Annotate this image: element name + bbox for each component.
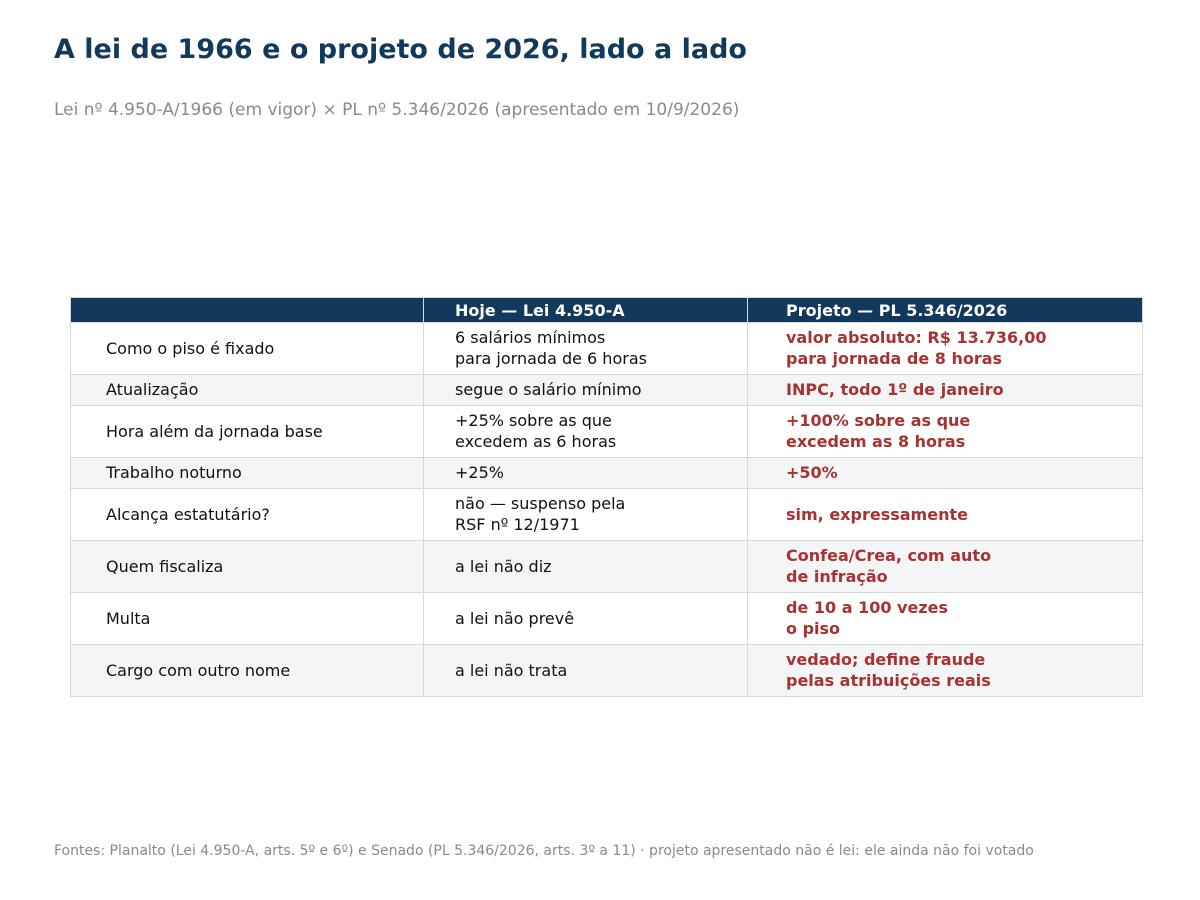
row-aspect-text: Trabalho noturno xyxy=(106,463,242,482)
row-proposed-text: sim, expressamente xyxy=(786,504,968,524)
row-current: a lei não prevê xyxy=(423,592,748,645)
row-proposed-text: Confea/Crea, com auto de infração xyxy=(786,546,992,586)
table-row: Atualização segue o salário mínimo INPC,… xyxy=(70,374,1143,406)
comparison-table: Hoje — Lei 4.950-A Projeto — PL 5.346/20… xyxy=(70,297,1143,697)
row-current-text: +25% xyxy=(455,463,504,482)
header-current-law: Hoje — Lei 4.950-A xyxy=(423,297,748,323)
row-current-text: 6 salários mínimos para jornada de 6 hor… xyxy=(455,328,647,368)
row-current: não — suspenso pela RSF nº 12/1971 xyxy=(423,488,748,541)
page-title: A lei de 1966 e o projeto de 2026, lado … xyxy=(54,34,747,65)
row-proposed-text: +50% xyxy=(786,463,838,482)
table-row: Hora além da jornada base +25% sobre as … xyxy=(70,405,1143,458)
row-aspect: Trabalho noturno xyxy=(70,457,424,489)
header-proposed-bill: Projeto — PL 5.346/2026 xyxy=(747,297,1143,323)
row-aspect: Como o piso é fixado xyxy=(70,322,424,375)
row-proposed-text: vedado; define fraude pelas atribuições … xyxy=(786,650,991,690)
source-footnote: Fontes: Planalto (Lei 4.950-A, arts. 5º … xyxy=(54,843,1034,859)
row-aspect: Multa xyxy=(70,592,424,645)
row-proposed: Confea/Crea, com auto de infração xyxy=(747,540,1143,593)
row-current: 6 salários mínimos para jornada de 6 hor… xyxy=(423,322,748,375)
row-current-text: a lei não prevê xyxy=(455,608,575,628)
row-proposed: vedado; define fraude pelas atribuições … xyxy=(747,644,1143,697)
row-current: +25% xyxy=(423,457,748,489)
row-aspect-text: Quem fiscaliza xyxy=(106,556,224,576)
row-current-text: a lei não diz xyxy=(455,556,552,576)
page-subtitle: Lei nº 4.950-A/1966 (em vigor) × PL nº 5… xyxy=(54,100,740,120)
row-aspect-text: Hora além da jornada base xyxy=(106,421,323,441)
row-current: +25% sobre as que excedem as 6 horas xyxy=(423,405,748,458)
row-aspect: Alcança estatutário? xyxy=(70,488,424,541)
row-proposed: +50% xyxy=(747,457,1143,489)
row-proposed: de 10 a 100 vezes o piso xyxy=(747,592,1143,645)
row-aspect: Hora além da jornada base xyxy=(70,405,424,458)
row-aspect: Cargo com outro nome xyxy=(70,644,424,697)
table-row: Alcança estatutário? não — suspenso pela… xyxy=(70,488,1143,541)
row-current: segue o salário mínimo xyxy=(423,374,748,406)
table-header-row: Hoje — Lei 4.950-A Projeto — PL 5.346/20… xyxy=(70,297,1143,323)
row-proposed-text: INPC, todo 1º de janeiro xyxy=(786,380,1004,399)
row-aspect: Quem fiscaliza xyxy=(70,540,424,593)
row-aspect-text: Como o piso é fixado xyxy=(106,338,275,358)
row-current: a lei não trata xyxy=(423,644,748,697)
row-current-text: não — suspenso pela RSF nº 12/1971 xyxy=(455,494,626,534)
row-proposed-text: valor absoluto: R$ 13.736,00 para jornad… xyxy=(786,328,1047,368)
table-row: Trabalho noturno +25% +50% xyxy=(70,457,1143,489)
header-aspect xyxy=(70,297,424,323)
row-proposed-text: de 10 a 100 vezes o piso xyxy=(786,598,949,638)
table-row: Cargo com outro nome a lei não trata ved… xyxy=(70,644,1143,697)
row-proposed-text: +100% sobre as que excedem as 8 horas xyxy=(786,411,971,451)
row-current-text: +25% sobre as que excedem as 6 horas xyxy=(455,411,617,451)
row-aspect-text: Multa xyxy=(106,608,151,628)
row-proposed: valor absoluto: R$ 13.736,00 para jornad… xyxy=(747,322,1143,375)
row-proposed: +100% sobre as que excedem as 8 horas xyxy=(747,405,1143,458)
row-aspect-text: Cargo com outro nome xyxy=(106,660,291,680)
table-row: Quem fiscaliza a lei não diz Confea/Crea… xyxy=(70,540,1143,593)
row-proposed: sim, expressamente xyxy=(747,488,1143,541)
row-current-text: a lei não trata xyxy=(455,660,568,680)
row-aspect: Atualização xyxy=(70,374,424,406)
row-current-text: segue o salário mínimo xyxy=(455,380,642,399)
row-aspect-text: Alcança estatutário? xyxy=(106,504,270,524)
table-row: Multa a lei não prevê de 10 a 100 vezes … xyxy=(70,592,1143,645)
row-current: a lei não diz xyxy=(423,540,748,593)
table-row: Como o piso é fixado 6 salários mínimos … xyxy=(70,322,1143,375)
row-aspect-text: Atualização xyxy=(106,380,199,399)
row-proposed: INPC, todo 1º de janeiro xyxy=(747,374,1143,406)
